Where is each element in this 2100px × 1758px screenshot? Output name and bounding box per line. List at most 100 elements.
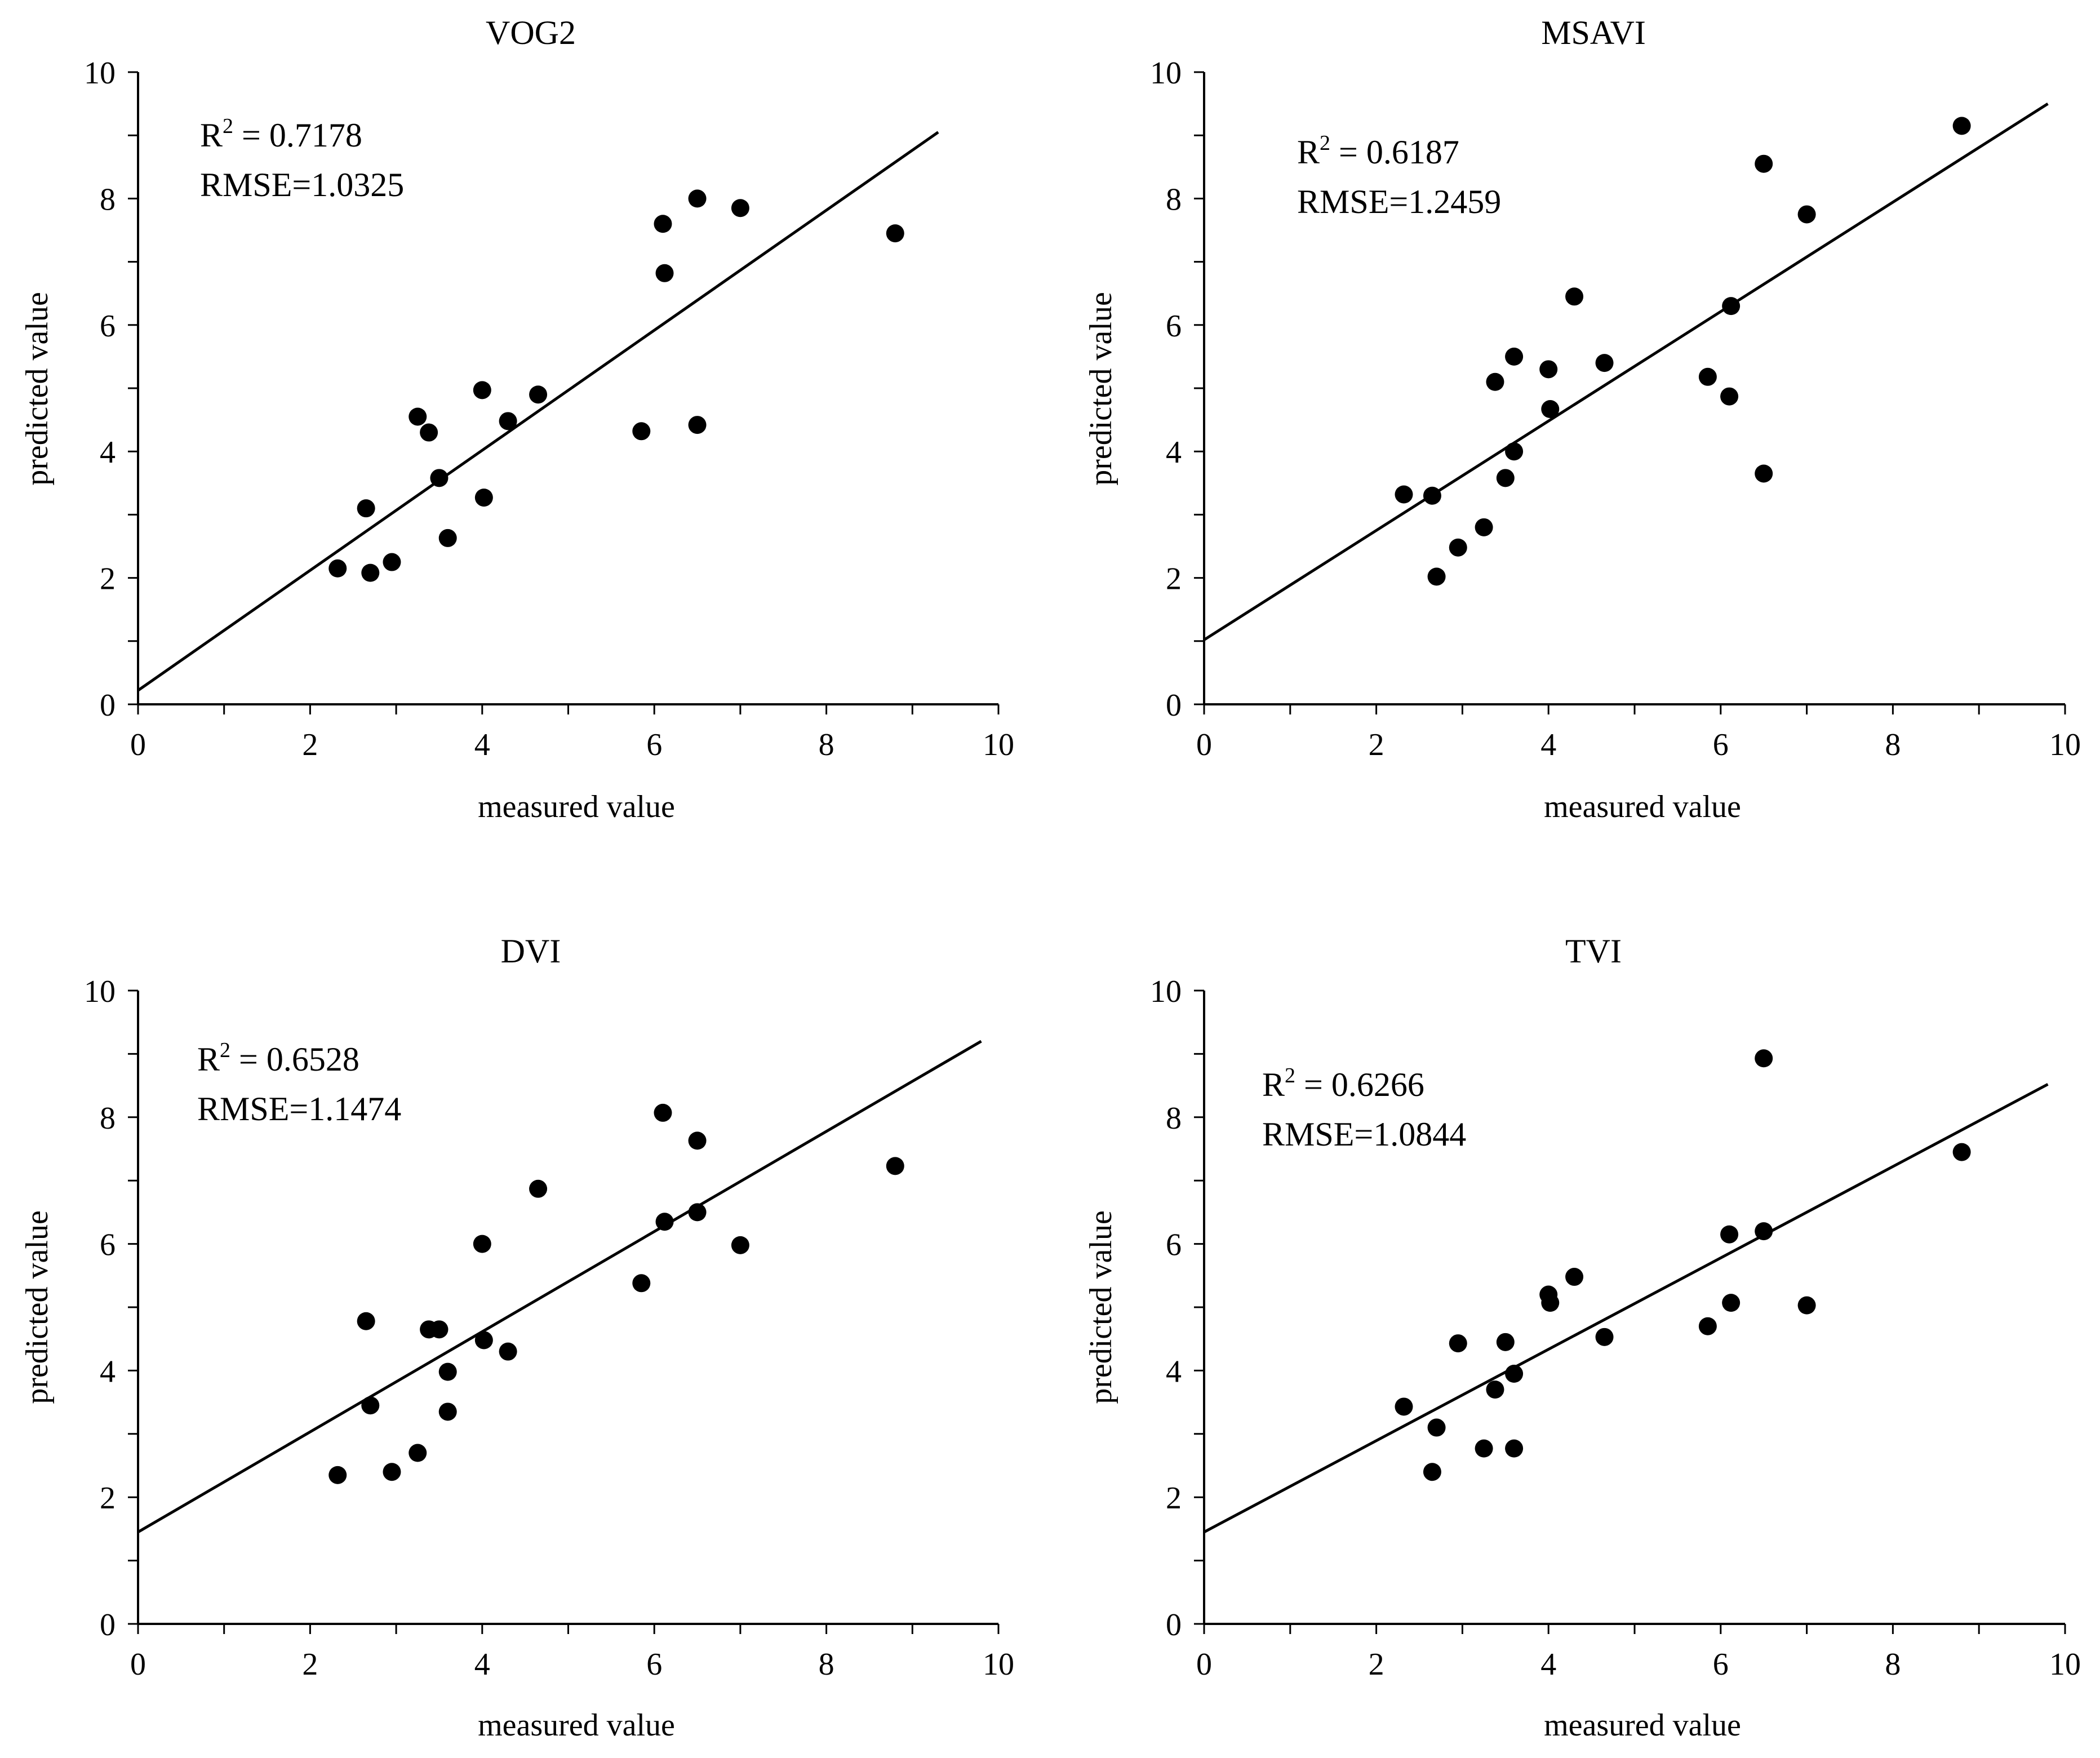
r-squared-annotation: R2 = 0.6266 <box>1262 1064 1424 1103</box>
y-tick-label: 6 <box>100 1228 116 1263</box>
data-point <box>474 1331 493 1349</box>
x-tick-label: 4 <box>474 727 490 762</box>
x-tick-label: 8 <box>1885 1647 1901 1682</box>
r-squared-value: = 0.6187 <box>1330 134 1459 171</box>
data-point <box>1539 360 1558 379</box>
x-tick-label: 8 <box>819 727 834 762</box>
rmse-annotation: RMSE=1.1474 <box>197 1090 401 1127</box>
rmse-annotation: RMSE=1.0844 <box>1262 1116 1466 1153</box>
x-tick-label: 2 <box>1369 1647 1384 1682</box>
r-squared-letter: R <box>200 117 223 154</box>
y-tick-label: 0 <box>100 688 116 723</box>
data-point <box>1427 1418 1446 1437</box>
y-tick-label: 10 <box>1150 56 1182 91</box>
x-axis-label: measured value <box>1544 1708 1741 1743</box>
data-point <box>886 224 904 243</box>
x-tick-label: 8 <box>1885 727 1901 762</box>
x-tick-label: 10 <box>2049 1647 2081 1682</box>
data-point <box>1505 347 1524 366</box>
y-axis-label: predicted value <box>20 292 55 486</box>
data-point <box>1595 354 1614 372</box>
data-point <box>1952 1143 1971 1161</box>
x-axis-label: measured value <box>478 1708 675 1743</box>
data-point <box>1475 518 1493 536</box>
data-point <box>1395 485 1413 504</box>
data-point <box>383 1463 401 1481</box>
y-tick-label: 6 <box>1166 1228 1182 1263</box>
y-tick-label: 4 <box>1166 1354 1182 1389</box>
y-tick-label: 6 <box>100 309 116 344</box>
data-point <box>438 529 457 547</box>
y-tick-label: 10 <box>84 974 116 1009</box>
data-point <box>409 407 427 426</box>
y-tick-label: 8 <box>1166 182 1182 217</box>
x-tick-label: 2 <box>1369 727 1384 762</box>
r-squared-value: = 0.7178 <box>233 117 362 154</box>
r-squared-value: = 0.6528 <box>230 1041 359 1078</box>
data-point <box>409 1444 427 1462</box>
y-tick-label: 0 <box>100 1608 116 1642</box>
data-point <box>1595 1328 1614 1346</box>
y-tick-label: 8 <box>1166 1101 1182 1136</box>
r-squared-letter: R <box>197 1041 220 1078</box>
r-squared-letter: R <box>1262 1066 1285 1103</box>
chart-panel-tvi: TVI predicted value measured value R2 = … <box>1084 933 2081 1743</box>
x-axis-label: measured value <box>1544 789 1741 824</box>
chart-title: DVI <box>501 933 561 970</box>
y-axis-label: predicted value <box>20 1210 55 1404</box>
r-squared-superscript: 2 <box>223 114 233 138</box>
data-point <box>655 264 674 282</box>
data-point <box>438 1362 457 1381</box>
data-point <box>1423 486 1441 505</box>
data-point <box>1427 567 1446 586</box>
data-point <box>1797 1296 1816 1315</box>
data-point <box>655 1213 674 1231</box>
data-point <box>529 385 548 404</box>
data-point <box>1496 469 1515 487</box>
data-point <box>1722 297 1741 316</box>
x-tick-label: 0 <box>130 1647 146 1682</box>
regression-line <box>1203 1083 2049 1534</box>
data-point <box>383 553 401 571</box>
r-squared-letter: R <box>1297 134 1320 171</box>
data-point <box>1698 367 1717 386</box>
data-point <box>1952 117 1971 135</box>
regression-line <box>137 131 939 692</box>
x-tick-label: 6 <box>1713 1647 1729 1682</box>
chart-title: MSAVI <box>1541 14 1646 51</box>
r-squared-annotation: R2 = 0.6528 <box>197 1038 359 1078</box>
data-point <box>1505 1365 1524 1383</box>
x-tick-label: 4 <box>1540 727 1556 762</box>
data-point <box>1565 287 1584 306</box>
data-point <box>438 1402 457 1421</box>
x-tick-label: 0 <box>1196 727 1212 762</box>
data-point <box>529 1179 548 1198</box>
x-tick-label: 0 <box>130 727 146 762</box>
data-point <box>688 1131 707 1150</box>
data-point <box>473 381 491 399</box>
chart-panel-vog2: VOG2 predicted value measured value R2 =… <box>20 14 1014 824</box>
y-tick-label: 4 <box>100 435 116 470</box>
y-tick-label: 2 <box>1166 1481 1182 1516</box>
data-point <box>1505 1439 1524 1458</box>
y-tick-label: 8 <box>100 1101 116 1136</box>
data-point <box>474 489 493 507</box>
rmse-annotation: RMSE=1.2459 <box>1297 183 1501 220</box>
data-point <box>1395 1397 1413 1416</box>
x-tick-label: 10 <box>983 1647 1014 1682</box>
data-point <box>328 1466 347 1484</box>
y-tick-label: 10 <box>1150 974 1182 1009</box>
data-point <box>1475 1439 1493 1458</box>
rmse-annotation: RMSE=1.0325 <box>200 166 404 203</box>
x-tick-label: 0 <box>1196 1647 1212 1682</box>
data-point <box>1496 1333 1515 1351</box>
data-point <box>328 559 347 578</box>
data-point <box>1449 1334 1467 1353</box>
y-tick-label: 10 <box>84 56 116 91</box>
x-tick-label: 6 <box>1713 727 1729 762</box>
data-point <box>1486 372 1504 391</box>
regression-line <box>1203 102 2049 641</box>
r-squared-annotation: R2 = 0.7178 <box>200 114 362 154</box>
